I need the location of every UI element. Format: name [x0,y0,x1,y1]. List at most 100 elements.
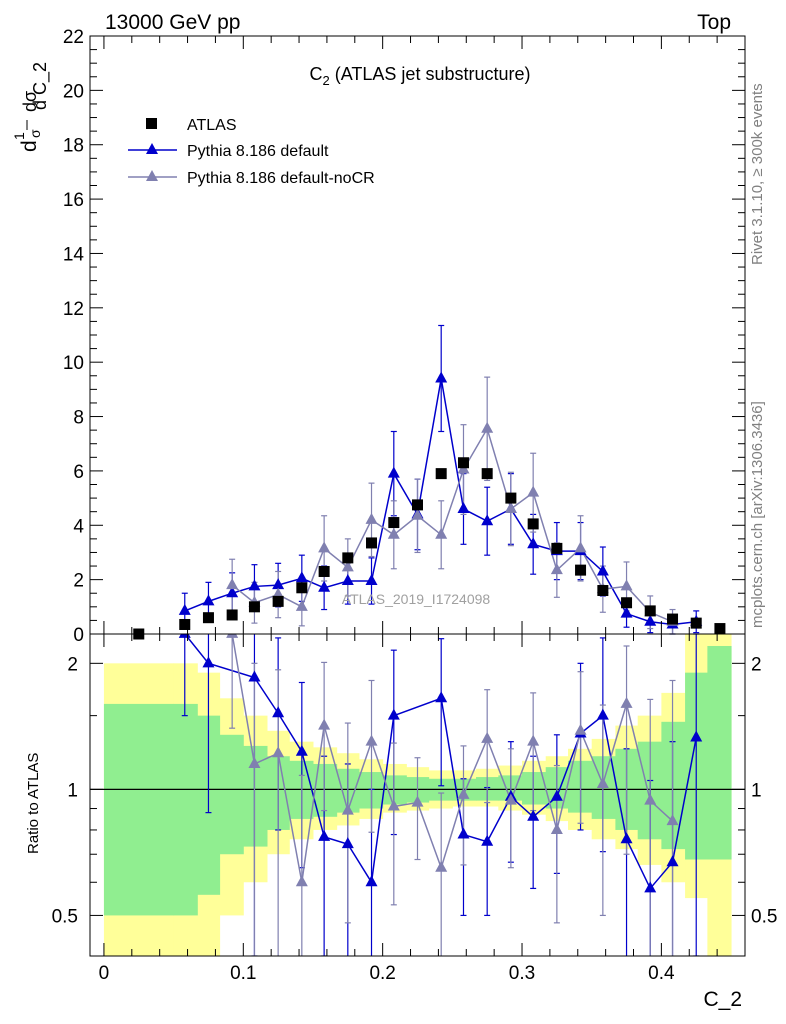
ratio-series-clip-group [178,634,703,956]
data-point-triangle [435,371,448,383]
ratio-point-triangle [365,875,378,887]
main-ytick-label: 10 [63,353,84,374]
ratio-point-triangle [620,696,633,708]
data-point-triangle [527,485,540,497]
ratio-point-triangle [596,776,609,788]
title-main: C [310,64,323,84]
data-point-triangle [272,587,285,599]
legend-marker-default [146,143,158,154]
data-point-square [505,492,517,504]
data-point-square [388,517,400,529]
ratio-frame [89,633,746,957]
series-line [231,426,673,623]
main-ytick-label: 4 [73,516,84,537]
data-point-triangle [295,599,308,611]
data-point-square [248,601,260,613]
band-inner [661,721,686,850]
ylabel-d: d [18,140,41,152]
data-point-square [366,537,378,549]
data-point-square [226,609,238,621]
ratio-point-triangle [202,656,215,668]
data-point-triangle [620,606,633,618]
data-point-triangle [435,527,448,539]
ratio-xtick-label: 0 [99,963,110,984]
data-point-triangle [248,579,261,591]
header-left: 13000 GeV pp [105,11,240,34]
data-point-square [179,618,191,630]
ratio-point-triangle [574,723,587,735]
main-ytick-label: 12 [63,299,84,320]
ratio-point-triangle [644,793,657,805]
data-point-triangle [481,514,494,526]
ratio-point-triangle [644,881,657,893]
data-point-square [644,605,656,617]
ratio-xtick-label: 0.3 [509,963,535,984]
ratio-point-triangle [387,708,400,720]
data-point-square [481,468,493,480]
header-right: Top [697,11,731,34]
mcplots-label: mcplots.cern.ch [arXiv:1306.3436] [749,401,766,628]
ylabel-dc2: d C_2 [30,62,51,110]
ratio-point-triangle [318,718,331,730]
ratio-point-triangle [248,756,261,768]
data-point-triangle [226,586,239,598]
legend-marker-atlas [146,118,157,129]
ratio-point-triangle [295,744,308,756]
rivet-label: Rivet 3.1.10, ≥ 300k events [749,83,766,265]
main-ytick-label: 14 [63,244,85,265]
ratio-point-triangle [435,860,448,872]
ratio-point-triangle [666,814,679,826]
legend-label-nocr: Pythia 8.186 default-noCR [187,170,375,187]
ratio-ytick-label-right: 2 [751,654,762,675]
ratio-xtick-label: 0.2 [369,963,395,984]
data-point-triangle [457,501,470,513]
ratio-point-triangle [248,670,261,682]
ratio-point-triangle [318,829,331,841]
ratio-point-triangle [387,799,400,811]
ratio-point-triangle [341,803,354,815]
main-y-axis-label: d 1 σ dσ d C_2 [11,62,51,152]
data-point-triangle [387,466,400,478]
main-ytick-label: 8 [73,408,84,429]
data-point-triangle [341,560,354,572]
ratio-point-triangle [481,834,494,846]
chart-title: C2 (ATLAS jet substructure) [310,64,531,88]
band-inner [103,703,175,916]
data-point-triangle [644,614,657,626]
data-point-triangle [504,501,517,513]
data-point-triangle [387,527,400,539]
ratio-panel: 0.5 0.5 1 1 2 2 0 0.1 0.2 0.3 0.4 Ratio to ATLAS C… [25,633,777,1011]
ratio-point-triangle [411,795,424,807]
ratio-point-triangle [295,875,308,887]
legend-marker-nocr [146,170,158,181]
ratio-point-triangle [596,708,609,720]
data-point-triangle [481,421,494,433]
ratio-point-triangle [504,793,517,805]
ratio-point-triangle [690,730,703,742]
ratio-point-triangle [435,691,448,703]
main-series-layer [133,324,726,640]
data-point-triangle [365,573,378,585]
data-point-square [621,597,633,609]
ratio-ytick-label: 0.5 [52,906,78,927]
data-point-triangle [295,571,308,583]
ratio-ytick-label-right: 1 [751,780,762,801]
legend: ATLAS Pythia 8.186 default Pythia 8.186 … [128,117,375,187]
data-point-triangle [178,603,191,615]
data-point-triangle [318,541,331,553]
ratio-point-triangle [527,734,540,746]
data-point-triangle [318,580,331,592]
ylabel-one: 1 [11,132,27,140]
ratio-point-triangle [457,827,470,839]
data-point-triangle [574,541,587,553]
analysis-label: ATLAS_2019_I1724098 [342,591,491,607]
ratio-point-triangle [666,855,679,867]
data-point-square [551,542,563,554]
data-point-triangle [341,573,354,585]
ratio-point-triangle [365,734,378,746]
ratio-y-axis-label: Ratio to ATLAS [25,753,42,854]
data-point-square [690,617,702,629]
ratio-series-layer [178,634,703,956]
